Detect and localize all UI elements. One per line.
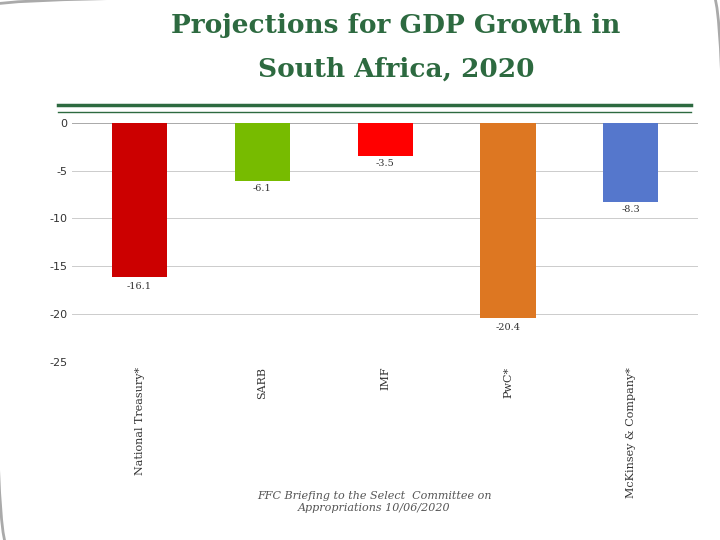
- Text: -8.3: -8.3: [621, 205, 640, 214]
- Text: -6.1: -6.1: [253, 184, 271, 193]
- Bar: [235, 123, 290, 181]
- Bar: [112, 123, 167, 277]
- Bar: [480, 123, 536, 318]
- Text: -20.4: -20.4: [495, 322, 521, 332]
- Bar: [603, 123, 659, 202]
- Text: FFC Briefing to the Select  Committee on
Appropriations 10/06/2020: FFC Briefing to the Select Committee on …: [257, 491, 492, 513]
- Text: South Africa, 2020: South Africa, 2020: [258, 57, 534, 82]
- Text: -16.1: -16.1: [127, 281, 152, 291]
- Text: Projections for GDP Growth in: Projections for GDP Growth in: [171, 14, 621, 38]
- Text: -3.5: -3.5: [376, 159, 395, 168]
- Bar: [358, 123, 413, 157]
